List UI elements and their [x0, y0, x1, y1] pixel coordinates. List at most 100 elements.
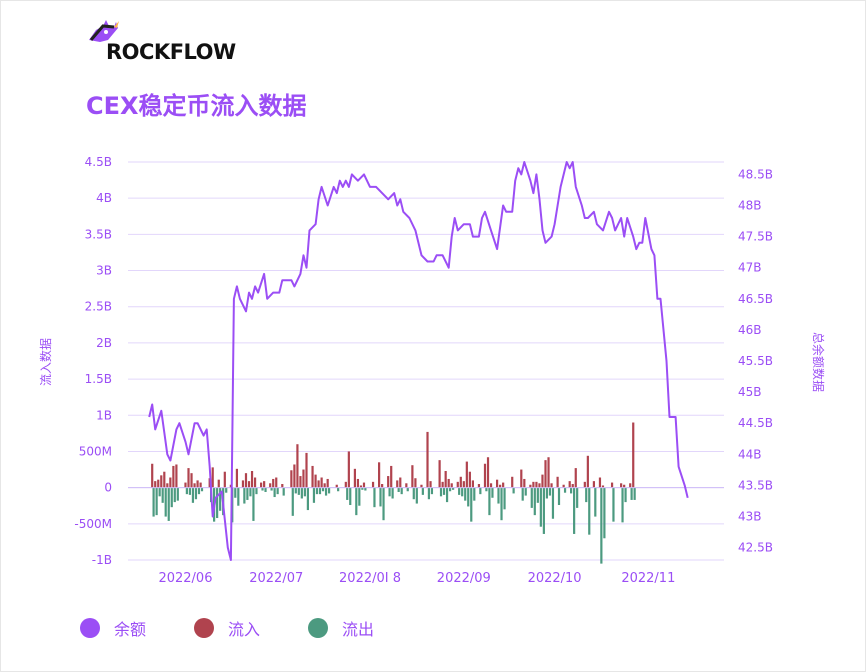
inflow-bar — [429, 481, 432, 488]
inflow-bar — [489, 483, 493, 488]
inflow-bar — [411, 465, 414, 488]
inflow-bar — [154, 481, 157, 488]
inflow-bar — [320, 477, 323, 488]
legend-item-inflow[interactable]: 流入 — [194, 616, 260, 640]
x-tick-label: 2022/06 — [158, 571, 212, 586]
inflow-bar — [160, 475, 163, 488]
outflow-bar — [270, 487, 273, 491]
legend-item-outflow[interactable]: 流出 — [308, 616, 374, 640]
outflow-bar — [312, 487, 316, 503]
outflow-bar — [621, 487, 624, 523]
inflow-bar — [390, 465, 393, 488]
outflow-bar — [297, 487, 300, 495]
inflow-bar — [532, 481, 535, 488]
inflow-bar — [353, 468, 357, 488]
outflow-bar — [327, 487, 331, 494]
x-tick-label: 2022/11 — [621, 571, 675, 586]
outflow-bar — [391, 487, 394, 499]
outflow-bar — [388, 487, 391, 497]
outflow-bar — [461, 487, 464, 497]
y2-tick-label: 45B — [738, 385, 762, 399]
outflow-bar — [563, 487, 567, 493]
inflow-bar — [420, 484, 423, 488]
outflow-bar — [612, 487, 615, 522]
inflow-bar — [396, 480, 399, 488]
inflow-bar — [163, 471, 166, 488]
inflow-bar — [378, 462, 381, 488]
outflow-bar — [585, 487, 588, 503]
inflow-bar — [486, 457, 490, 488]
inflow-bar — [356, 478, 360, 488]
outflow-bar — [158, 487, 161, 497]
inflow-bar — [314, 474, 317, 488]
outflow-bar — [191, 487, 195, 503]
inflow-bar — [483, 463, 487, 488]
inflow-bar — [296, 444, 299, 488]
inflow-bar — [241, 480, 245, 488]
inflow-bar — [335, 484, 338, 488]
outflow-bar — [497, 487, 500, 504]
inflow-bar — [547, 457, 550, 488]
inflow-bar — [568, 481, 571, 488]
outflow-bar — [545, 487, 549, 499]
left-axis-ticks: 4.5B 4B 3.5B 3B 2.5B 2B 1.5B 1B 500M 0 -500M -1B — [74, 155, 112, 567]
inflow-bar — [441, 481, 444, 488]
outflow-bar — [500, 487, 503, 521]
outflow-bar — [491, 487, 494, 498]
inflow-bar — [275, 477, 278, 488]
inflow-bar — [260, 482, 263, 488]
y-tick-label: 1B — [96, 408, 112, 422]
inflow-bar — [632, 422, 635, 488]
brand-name: ROCKFLOW — [106, 40, 236, 64]
outflow-bar — [194, 487, 198, 500]
inflow-bar — [302, 469, 305, 488]
inflow-bar — [250, 470, 254, 488]
inflow-bar — [293, 464, 296, 488]
outflow-bar — [430, 487, 434, 495]
legend-dot-outflow — [308, 618, 329, 638]
inflow-bar — [556, 476, 559, 488]
inflow-bar — [326, 478, 329, 488]
y2-tick-label: 48B — [738, 199, 762, 213]
inflow-bar — [362, 482, 366, 488]
inflow-bar — [459, 476, 462, 488]
outflow-bar — [600, 487, 603, 564]
legend-item-balance[interactable]: 余额 — [80, 616, 146, 640]
inflow-bar — [550, 483, 553, 488]
outflow-bar — [252, 487, 255, 521]
inflow-bar — [465, 461, 468, 488]
outflow-bar — [551, 487, 555, 519]
outflow-bar — [324, 487, 328, 496]
inflow-bar — [477, 484, 481, 488]
x-tick-label: 2022/10 — [528, 571, 582, 586]
y2-tick-label: 46B — [738, 323, 762, 337]
inflow-bar — [381, 484, 384, 488]
left-axis-label: 流入数据 — [38, 338, 53, 386]
legend-label-balance: 余额 — [114, 620, 147, 639]
outflow-bar — [200, 487, 204, 492]
inflow-bar — [535, 481, 538, 488]
outflow-bar — [633, 487, 636, 500]
outflow-bar — [379, 487, 382, 507]
inflow-bar — [359, 485, 363, 488]
x-tick-label: 2022/0I 8 — [339, 571, 401, 586]
y2-tick-label: 48.5B — [738, 167, 773, 181]
inflow-bar — [290, 470, 293, 488]
y-tick-label: -500M — [74, 517, 112, 531]
outflow-bar — [512, 487, 515, 494]
inflow-bar — [426, 431, 429, 488]
inflow-bar — [601, 485, 605, 488]
outflow-bar — [445, 487, 449, 503]
inflow-bar — [405, 483, 408, 488]
inflow-bar — [190, 473, 193, 488]
y-tick-label: 2.5B — [85, 300, 112, 314]
outflow-bar — [337, 487, 340, 492]
y-tick-label: 3B — [96, 264, 112, 278]
outflow-bar — [548, 487, 552, 496]
outflow-bar — [452, 487, 455, 490]
outflow-bar — [406, 487, 409, 492]
outflow-bar — [573, 487, 576, 534]
inflow-bar — [187, 468, 190, 488]
inflow-bar — [217, 479, 220, 488]
